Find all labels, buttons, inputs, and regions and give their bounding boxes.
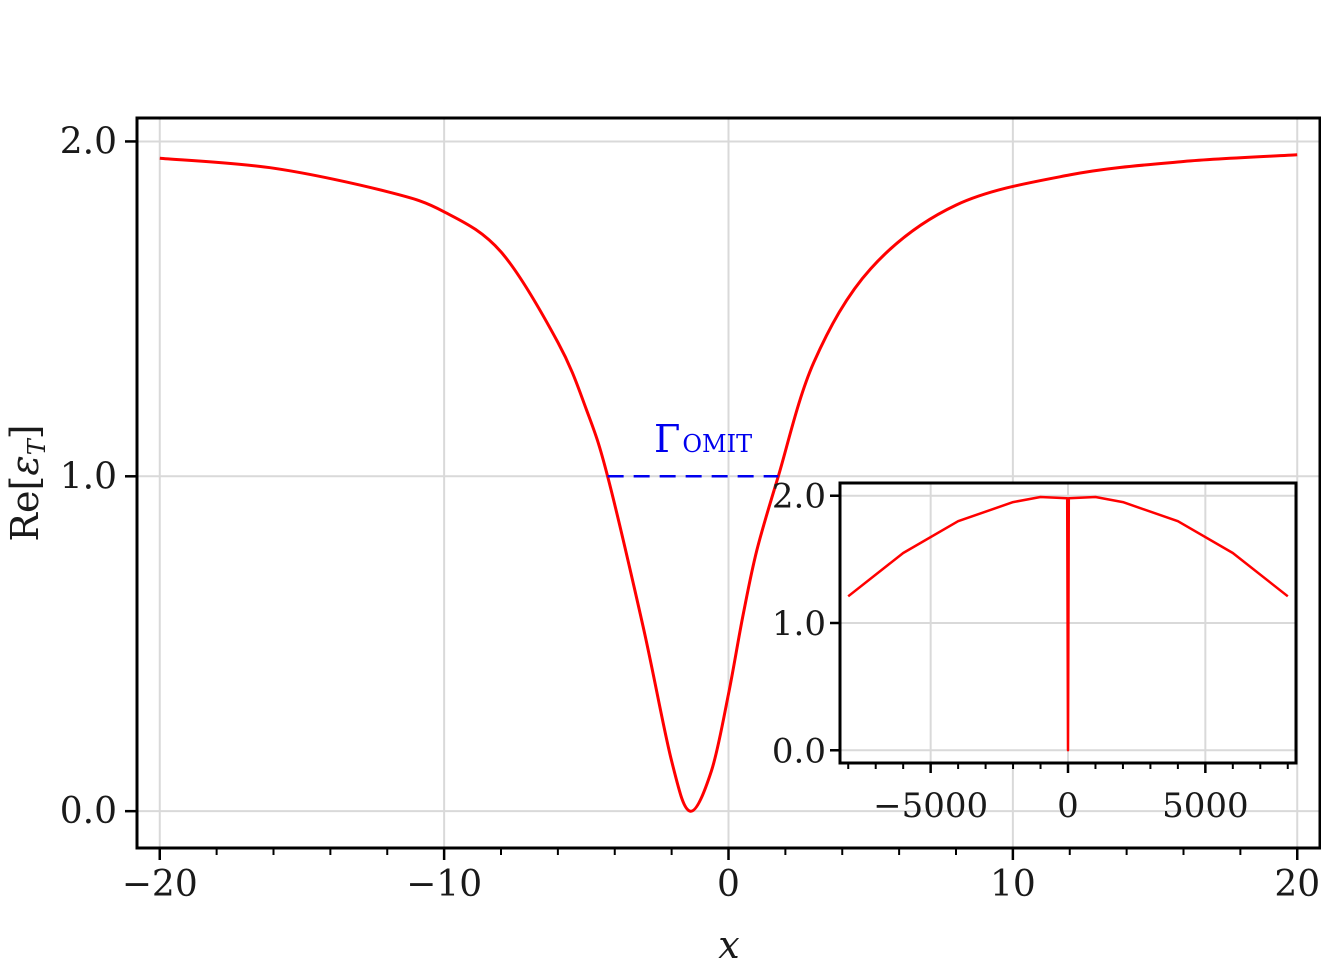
inset-x-tick-label-1: 0 [1057,786,1079,826]
inset-y-tick-label-0: 0.0 [772,731,826,771]
y-axis-label-eps: ε [3,455,47,475]
x-axis-label: x [718,923,739,967]
inset-plot: −5000 0 5000 0.0 1.0 2.0 [772,477,1298,826]
y-axis-label-re: Re[ [3,476,47,542]
main-x-tick-label-4: 20 [1274,864,1320,905]
y-axis-label: Re[εT] [3,424,51,541]
inset-series-line-0 [847,495,1289,752]
main-y-tick-label-2: 2.0 [60,121,117,162]
inset-x-tick-label-0: −5000 [873,786,988,826]
inset-x-tick-label-2: 5000 [1162,786,1249,826]
inset-y-tick-label-1: 1.0 [772,604,826,644]
main-y-tick-label-1: 1.0 [60,456,117,497]
main-grid [137,118,1320,848]
omit-annotation: ΓOMIT [607,417,779,478]
main-series-line-0 [159,153,1298,813]
main-curve-layer [159,153,1298,813]
main-plot-frame [135,116,1321,850]
inset-plot-frame [838,481,1298,765]
main-x-tick-label-0: −20 [122,864,198,905]
main-y-tick-label-0: 0.0 [60,791,117,832]
inset-curve-layer [847,495,1289,752]
omit-label: ΓOMIT [654,417,752,461]
main-x-tick-label-1: −10 [406,864,482,905]
inset-y-tick-label-2: 2.0 [772,477,826,517]
y-axis-label-close: ] [3,424,47,439]
y-axis-label-sub: T [23,437,51,455]
inset-ticks: −5000 0 5000 0.0 1.0 2.0 [772,477,1289,826]
main-x-tick-label-2: 0 [717,864,740,905]
omit-label-sub: OMIT [682,430,752,458]
main-ticks: −20 −10 0 10 20 0.0 1.0 2.0 [60,121,1320,905]
omit-label-gamma: Γ [654,417,680,461]
main-x-tick-label-3: 10 [990,864,1036,905]
